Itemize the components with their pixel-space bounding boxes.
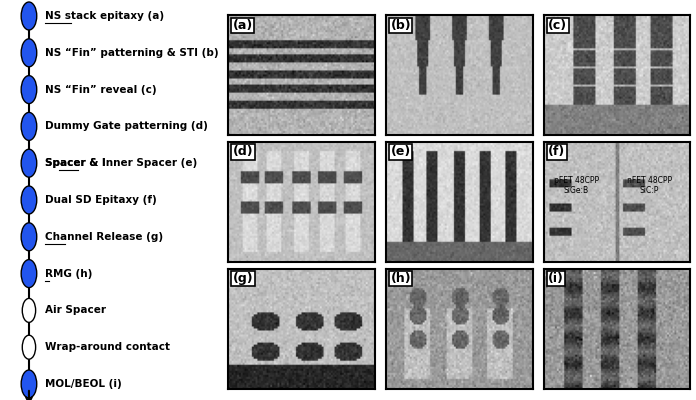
Circle shape	[21, 223, 37, 251]
Text: (i): (i)	[548, 272, 564, 285]
Text: Spacer & Inner Spacer (e): Spacer & Inner Spacer (e)	[45, 158, 197, 168]
Text: nFET 48CPP
SiC:P: nFET 48CPP SiC:P	[627, 176, 672, 195]
Text: NS “Fin” reveal (c): NS “Fin” reveal (c)	[45, 84, 156, 94]
Circle shape	[21, 149, 37, 177]
Circle shape	[21, 39, 37, 67]
Text: Spacer & I: Spacer & I	[45, 158, 105, 168]
Text: Air Spacer: Air Spacer	[45, 306, 106, 315]
Text: Spacer & Inner Spacer (e): Spacer & Inner Spacer (e)	[45, 158, 197, 168]
Text: NS stack epitaxy (a): NS stack epitaxy (a)	[45, 11, 164, 21]
Text: RMG (h): RMG (h)	[45, 269, 92, 279]
Circle shape	[21, 260, 37, 288]
Text: MOL/BEOL (i): MOL/BEOL (i)	[45, 379, 121, 389]
Circle shape	[21, 186, 37, 214]
Circle shape	[22, 335, 35, 359]
Text: NS “Fin” patterning & STI (b): NS “Fin” patterning & STI (b)	[45, 48, 218, 58]
Text: Channel Release (g): Channel Release (g)	[45, 232, 163, 242]
Circle shape	[22, 298, 35, 322]
Circle shape	[21, 2, 37, 30]
Circle shape	[21, 112, 37, 140]
Text: (c): (c)	[548, 19, 567, 32]
Text: Channel Release (g): Channel Release (g)	[45, 232, 163, 242]
Circle shape	[21, 76, 37, 104]
Text: (d): (d)	[232, 146, 253, 158]
Text: Dual SD Epitaxy (f): Dual SD Epitaxy (f)	[45, 195, 157, 205]
Text: (h): (h)	[390, 272, 411, 285]
Text: pFET 48CPP
SiGe:B: pFET 48CPP SiGe:B	[553, 176, 599, 195]
Text: (e): (e)	[390, 146, 411, 158]
Text: (g): (g)	[232, 272, 253, 285]
Circle shape	[21, 370, 37, 398]
Text: RMG (h): RMG (h)	[45, 269, 92, 279]
Text: (b): (b)	[390, 19, 411, 32]
Text: (f): (f)	[548, 146, 565, 158]
Text: Dummy Gate patterning (d): Dummy Gate patterning (d)	[45, 122, 207, 132]
Text: Wrap-around contact: Wrap-around contact	[45, 342, 170, 352]
Text: (a): (a)	[232, 19, 253, 32]
Text: NS stack epitaxy (a): NS stack epitaxy (a)	[45, 11, 164, 21]
